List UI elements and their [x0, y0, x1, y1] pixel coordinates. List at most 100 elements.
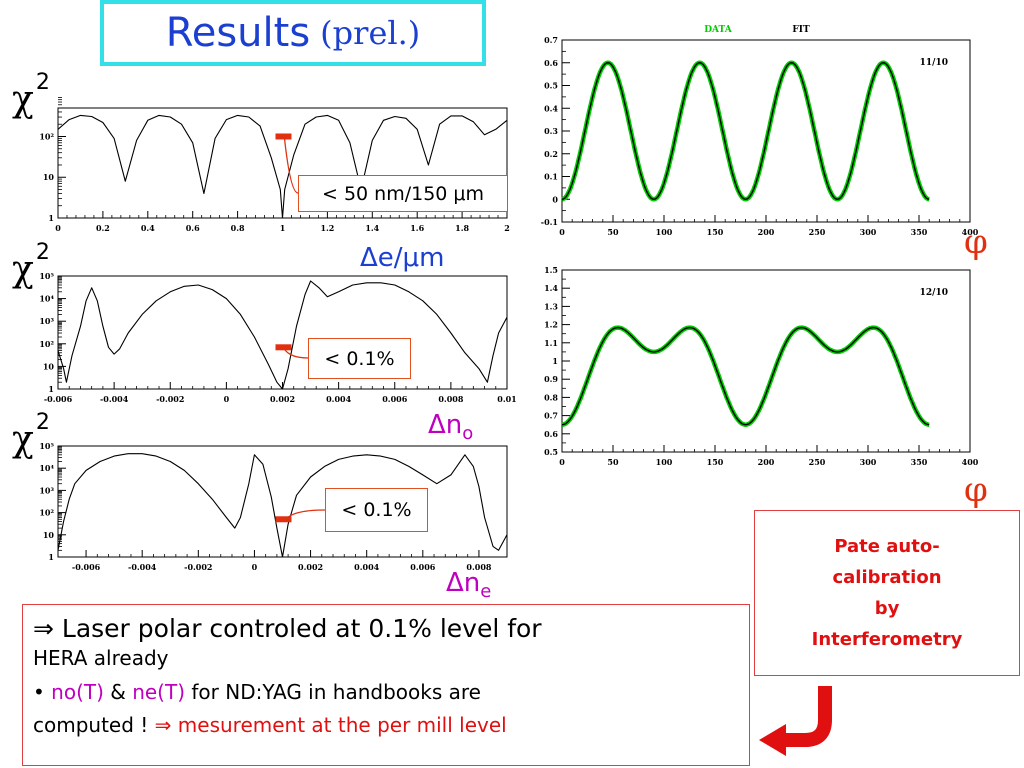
- y-tick-label: 0.1: [544, 172, 558, 182]
- phi-label-1: φ: [964, 222, 988, 262]
- x-tick-label: 0.2: [96, 223, 110, 233]
- panel-label: 11/10: [920, 58, 948, 68]
- phi-label-2: φ: [964, 470, 988, 510]
- chi2-curve-3: [57, 453, 508, 558]
- pate-line-4: Interferometry: [811, 629, 963, 650]
- pate-line-1: Pate auto-: [834, 536, 940, 557]
- y-tick-label: 1: [552, 356, 558, 366]
- x-tick-label: 0: [55, 223, 61, 233]
- x-tick-label: 100: [656, 457, 673, 467]
- title-sub: (prel.): [320, 14, 421, 52]
- x-tick-label: 0.8: [231, 223, 245, 233]
- x-tick-label: 0.004: [354, 562, 379, 572]
- line4-b: mesurement at the per mill level: [171, 713, 507, 737]
- x-tick-label: 0.6: [186, 223, 200, 233]
- flow-arrow-head: [759, 724, 786, 756]
- y-tick-label: 0.7: [544, 35, 558, 45]
- chi2-curve-1: [57, 114, 508, 219]
- x-tick-label: 250: [809, 457, 826, 467]
- x-tick-label: 200: [758, 227, 775, 237]
- y-tick-label: 0.6: [544, 429, 558, 439]
- chi-exponent: 2: [35, 410, 50, 435]
- x-tick-label: 1.4: [365, 223, 379, 233]
- implies-arrow-red: ⇒: [154, 713, 172, 737]
- x-tick-label: 0.008: [438, 394, 463, 404]
- x-tick-label: 0.004: [326, 394, 351, 404]
- y-tick-label: 1.1: [544, 338, 558, 348]
- delta-symbol: Δ: [446, 568, 464, 598]
- y-tick-label: 1: [48, 384, 54, 394]
- ne-t: ne(T): [132, 680, 186, 704]
- xlabel-main: n: [463, 568, 481, 598]
- legend-fit: FIT: [792, 25, 810, 35]
- xlabel-main: e/μm: [377, 243, 445, 273]
- y-tick-label: 10³: [39, 485, 54, 495]
- x-tick-label: 150: [707, 457, 724, 467]
- xlabel-dno: Δno: [428, 410, 473, 444]
- annotation-box-2: < 0.1%: [308, 338, 411, 379]
- y-tick-label: 0.2: [544, 149, 558, 159]
- y-tick-label: 10⁴: [39, 294, 54, 304]
- delta-symbol: Δ: [428, 410, 446, 440]
- minimum-marker-2: [275, 344, 292, 351]
- y-tick-label: 0.6: [544, 58, 558, 68]
- x-tick-label: 1: [280, 223, 286, 233]
- plot-frame-3: [561, 39, 971, 223]
- x-tick-label: 0.01: [497, 394, 516, 404]
- annotation-box-3: < 0.1%: [325, 488, 428, 532]
- conclusion-line-2: HERA already: [33, 646, 169, 670]
- annotation-connector-2: [283, 348, 309, 359]
- y-tick-label: 1: [48, 552, 54, 562]
- x-tick-label: 1.8: [455, 223, 469, 233]
- title-main: Results: [165, 10, 311, 56]
- y-tick-label: 10: [43, 530, 55, 540]
- x-tick-label: -0.002: [156, 394, 184, 404]
- fit-curve-2: [561, 326, 930, 426]
- x-tick-label: -0.004: [100, 394, 129, 404]
- minimum-marker-3: [275, 516, 292, 523]
- no-t: no(T): [51, 680, 104, 704]
- chi-symbol: χ: [12, 249, 34, 290]
- x-tick-label: 400: [962, 227, 979, 237]
- y-tick-label: 10³: [39, 316, 54, 326]
- y-tick-label: 10²: [39, 508, 54, 518]
- x-tick-label: -0.004: [128, 562, 157, 572]
- chi-symbol: χ: [12, 79, 34, 120]
- xlabel-main: n: [445, 410, 463, 440]
- x-tick-label: -0.002: [184, 562, 212, 572]
- chi-exponent: 2: [35, 70, 50, 95]
- y-tick-label: 10⁵: [39, 271, 54, 281]
- x-tick-label: 300: [860, 457, 877, 467]
- chi-symbol: χ: [12, 419, 34, 460]
- x-tick-label: -0.006: [44, 394, 73, 404]
- x-tick-label: 0: [252, 562, 258, 572]
- pate-line-2: calibration: [832, 567, 942, 588]
- x-tick-label: 0.006: [382, 394, 407, 404]
- pate-line-3: by: [874, 598, 900, 619]
- fit-curve-1: [561, 62, 930, 200]
- conclusion-line-1: ⇒ Laser polar controled at 0.1% level fo…: [33, 613, 739, 645]
- y-tick-label: 10⁴: [39, 463, 54, 473]
- x-tick-label: 0: [224, 394, 230, 404]
- x-tick-label: 350: [911, 457, 928, 467]
- x-tick-label: 150: [707, 227, 724, 237]
- x-tick-label: 0: [559, 227, 565, 237]
- y-tick-label: 0.4: [544, 103, 558, 113]
- annotation-box-1: < 50 nm/150 μm: [298, 175, 508, 212]
- x-tick-label: 300: [860, 227, 877, 237]
- plot-frame-4: [561, 269, 971, 453]
- chi-exponent: 2: [35, 240, 50, 265]
- y-tick-label: 0.7: [544, 411, 558, 421]
- x-tick-label: 100: [656, 227, 673, 237]
- implies-arrow: ⇒: [33, 614, 54, 643]
- x-tick-label: 250: [809, 227, 826, 237]
- slide-title: Results (prel.): [100, 0, 486, 66]
- y-tick-label: 0.5: [544, 447, 558, 457]
- xlabel-dne: Δne: [446, 568, 491, 602]
- x-tick-label: 0.002: [298, 562, 323, 572]
- y-tick-label: 1: [48, 213, 54, 223]
- plot-frame-2: [57, 445, 508, 558]
- panel-label: 12/10: [920, 288, 948, 298]
- y-tick-label: 1.2: [544, 320, 558, 330]
- x-tick-label: 50: [607, 457, 619, 467]
